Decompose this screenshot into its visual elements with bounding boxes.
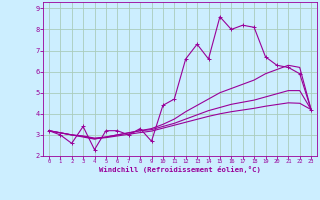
X-axis label: Windchill (Refroidissement éolien,°C): Windchill (Refroidissement éolien,°C): [99, 166, 261, 173]
